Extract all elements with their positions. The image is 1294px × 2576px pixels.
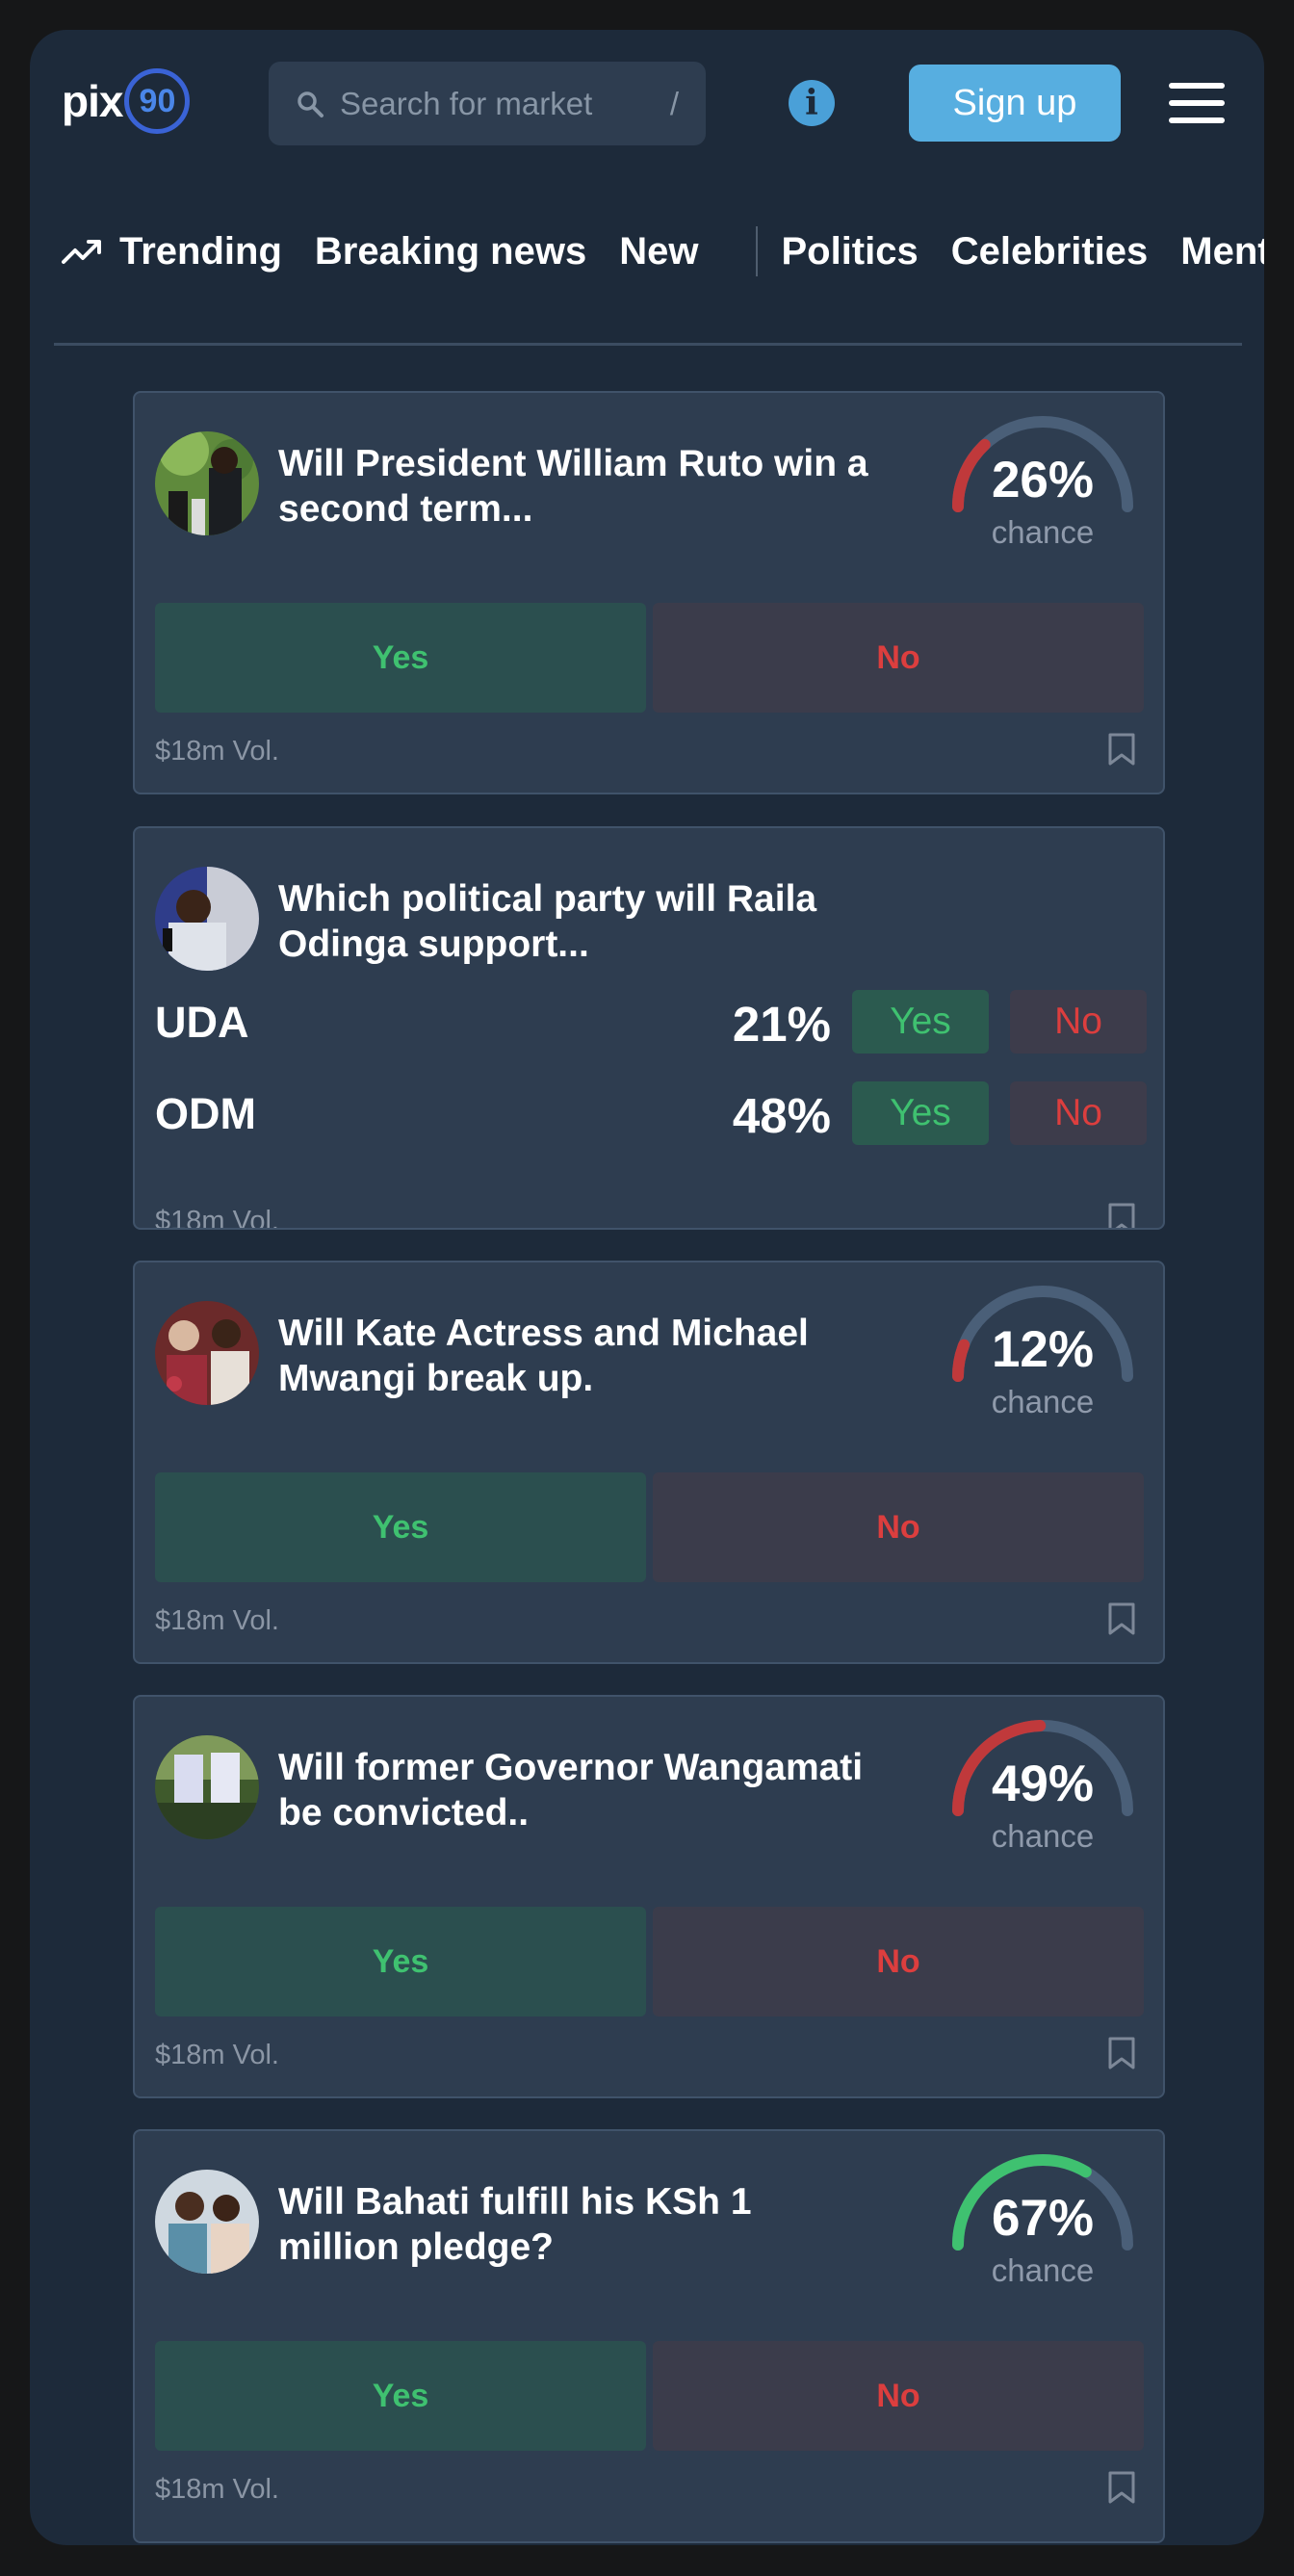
tab-celebrities[interactable]: Celebrities <box>950 229 1149 273</box>
trending-up-icon <box>62 240 101 264</box>
chance-percent: 26% <box>991 452 1095 508</box>
no-button[interactable]: No <box>653 603 1144 713</box>
tab-label: Trending <box>119 229 282 273</box>
logo[interactable]: pix 90 <box>62 66 191 136</box>
chance-gauge: 12% chance <box>942 1280 1144 1424</box>
search-icon <box>296 90 324 118</box>
market-title: Will Kate Actress and Michael Mwangi bre… <box>278 1313 809 1399</box>
chance-percent: 67% <box>991 2190 1095 2247</box>
option-yes-button[interactable]: Yes <box>852 990 989 1054</box>
no-button[interactable]: No <box>653 2341 1144 2451</box>
option-row: ODM 48% Yes No <box>155 1081 1147 1147</box>
market-avatar <box>155 1301 259 1405</box>
bookmark-icon[interactable] <box>1107 732 1136 767</box>
bookmark-icon[interactable] <box>1107 2470 1136 2505</box>
chance-label: chance <box>991 1818 1095 1854</box>
chance-label: chance <box>991 1384 1095 1419</box>
no-button[interactable]: No <box>653 1907 1144 2017</box>
search-input[interactable]: Search for market / <box>269 62 706 145</box>
tab-new[interactable]: New <box>619 229 699 273</box>
option-no-button[interactable]: No <box>1010 1081 1147 1145</box>
bookmark-icon[interactable] <box>1107 1601 1136 1636</box>
market-title: Which political party will Raila Odinga … <box>278 878 817 965</box>
market-avatar <box>155 431 259 535</box>
option-name: UDA <box>155 998 249 1047</box>
gauge-fill <box>952 1720 1047 1816</box>
market-card[interactable]: Will Bahati fulfill his KSh 1 million pl… <box>133 2129 1165 2543</box>
chance-percent: 49% <box>991 1756 1095 1812</box>
gauge-fill <box>952 438 991 512</box>
chance-gauge: 26% chance <box>942 410 1144 555</box>
yes-button[interactable]: Yes <box>155 1907 646 2017</box>
gauge-track <box>952 1286 1133 1382</box>
option-row: UDA 21% Yes No <box>155 990 1147 1055</box>
option-percent: 21% <box>732 997 831 1052</box>
search-placeholder: Search for market <box>340 85 593 121</box>
option-percent: 48% <box>732 1088 831 1143</box>
yes-button[interactable]: Yes <box>155 2341 646 2451</box>
info-icon[interactable]: i <box>789 80 835 126</box>
yes-button[interactable]: Yes <box>155 603 646 713</box>
tab-politics[interactable]: Politics <box>781 229 919 273</box>
chance-percent: 12% <box>991 1321 1095 1378</box>
market-title: Will former Governor Wangamati be convic… <box>278 1747 864 1834</box>
bookmark-icon[interactable] <box>1107 1202 1136 1230</box>
gauge-fill <box>952 1339 970 1382</box>
search-shortcut: / <box>669 85 679 121</box>
market-avatar <box>155 2170 259 2274</box>
volume-text: $18m Vol. <box>155 1206 279 1230</box>
option-yes-button[interactable]: Yes <box>852 1081 989 1145</box>
market-title: Will Bahati fulfill his KSh 1 million pl… <box>278 2181 752 2268</box>
app-screen: pix 90 Search for market / i Sign up <box>30 30 1264 2545</box>
logo-badge: 90 <box>124 68 191 134</box>
market-avatar <box>155 867 259 971</box>
chance-label: chance <box>991 2252 1095 2288</box>
chance-label: chance <box>991 514 1095 550</box>
no-button[interactable]: No <box>653 1472 1144 1582</box>
logo-text: pix <box>62 76 123 126</box>
market-card[interactable]: Which political party will Raila Odinga … <box>133 826 1165 1230</box>
volume-text: $18m Vol. <box>155 1605 279 1636</box>
chance-gauge: 67% chance <box>942 2148 1144 2293</box>
yes-button[interactable]: Yes <box>155 1472 646 1582</box>
top-bar: pix 90 Search for market / i Sign up <box>30 30 1264 174</box>
chance-gauge: 49% chance <box>942 1714 1144 1859</box>
volume-text: $18m Vol. <box>155 2040 279 2070</box>
market-avatar <box>155 1735 259 1839</box>
hamburger-menu-icon[interactable] <box>1169 83 1225 123</box>
market-title: Will President William Ruto win a second… <box>278 443 868 530</box>
nav-divider <box>756 226 759 276</box>
volume-text: $18m Vol. <box>155 2474 279 2505</box>
tab-mentions[interactable]: Menti <box>1180 229 1264 273</box>
volume-text: $18m Vol. <box>155 736 279 767</box>
market-card[interactable]: Will Kate Actress and Michael Mwangi bre… <box>133 1261 1165 1664</box>
gauge-fill <box>952 2154 1092 2251</box>
bookmark-icon[interactable] <box>1107 2036 1136 2070</box>
sign-up-button[interactable]: Sign up <box>909 65 1121 142</box>
tab-breaking-news[interactable]: Breaking news <box>314 229 587 273</box>
option-name: ODM <box>155 1089 256 1138</box>
nav-divider-line <box>54 343 1242 346</box>
option-no-button[interactable]: No <box>1010 990 1147 1054</box>
market-card[interactable]: Will President William Ruto win a second… <box>133 391 1165 794</box>
category-nav: Trending Breaking news New Politics Cele… <box>62 218 1264 285</box>
market-card[interactable]: Will former Governor Wangamati be convic… <box>133 1695 1165 2098</box>
tab-trending[interactable]: Trending <box>62 230 282 273</box>
